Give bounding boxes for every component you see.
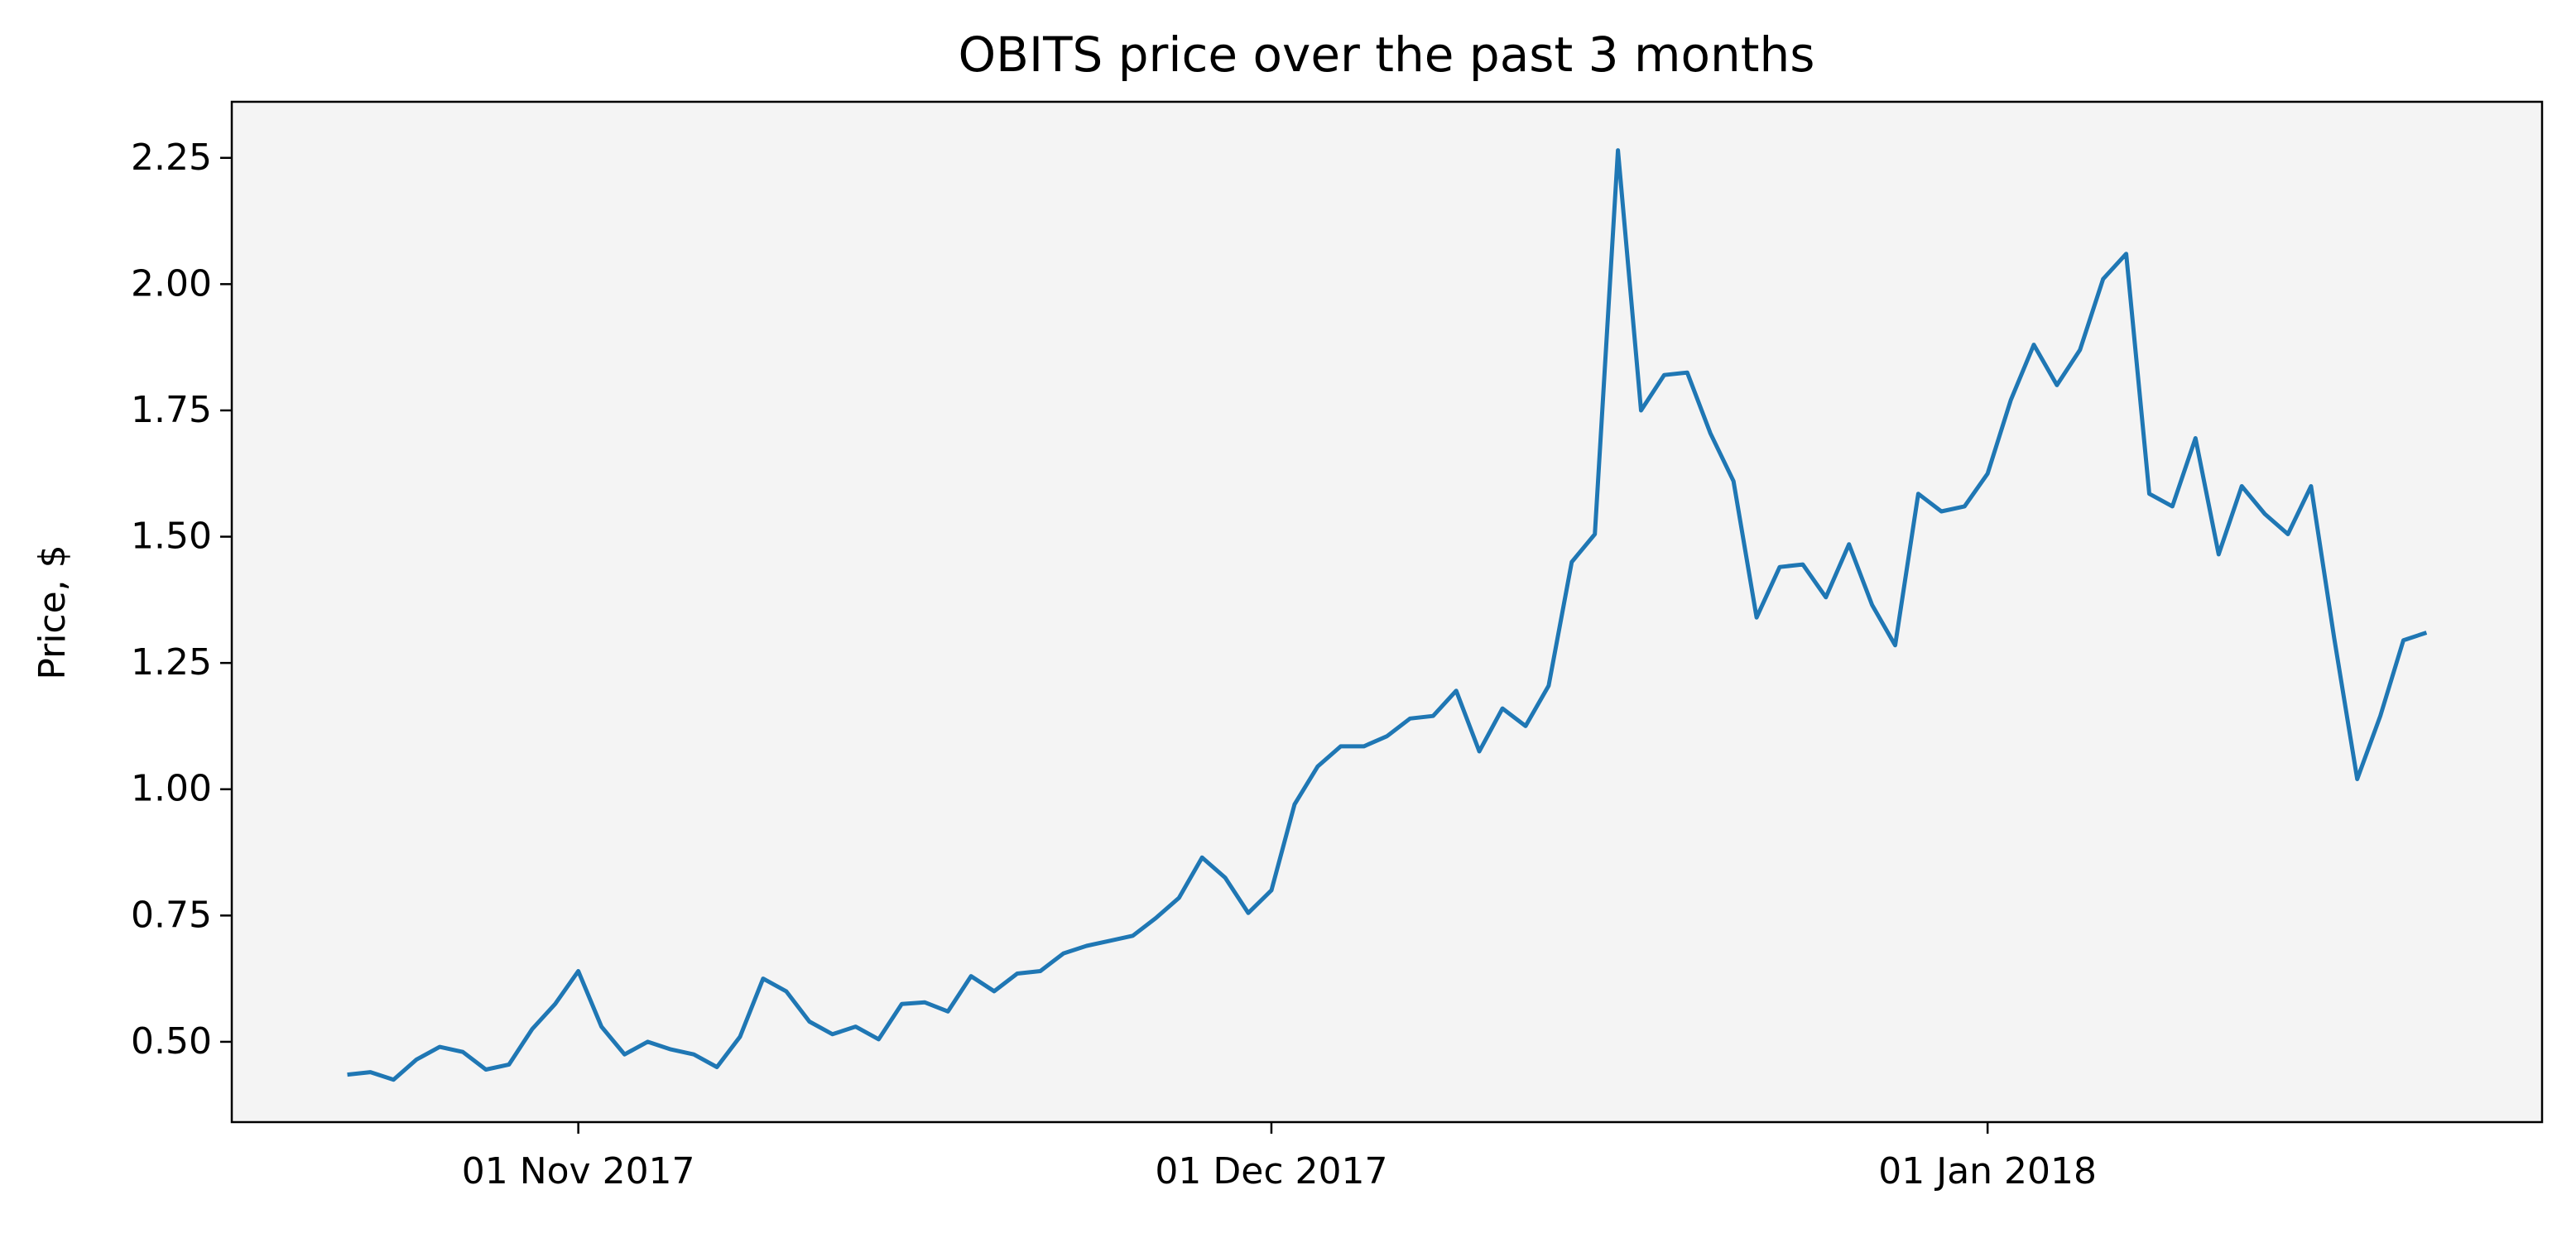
plot-frame [230, 100, 2544, 1124]
y-tick-label: 0.75 [131, 894, 212, 936]
x-tick-label: 01 Dec 2017 [1155, 1150, 1387, 1192]
y-tick-label: 2.25 [131, 137, 212, 179]
y-tick-label: 1.75 [131, 389, 212, 431]
y-tick-label: 1.50 [131, 516, 212, 558]
y-tick-label: 0.50 [131, 1020, 212, 1063]
y-tick-label: 1.25 [131, 641, 212, 684]
y-tick-label: 2.00 [131, 262, 212, 305]
chart-title: OBITS price over the past 3 months [959, 26, 1815, 83]
price-line [347, 148, 2428, 1082]
plot-background [232, 102, 2542, 1122]
x-tick-label: 01 Nov 2017 [462, 1150, 695, 1192]
x-tick-label: 01 Jan 2018 [1878, 1150, 2097, 1192]
y-axis-label: Price, $ [31, 545, 74, 679]
y-tick-label: 1.00 [131, 768, 212, 810]
